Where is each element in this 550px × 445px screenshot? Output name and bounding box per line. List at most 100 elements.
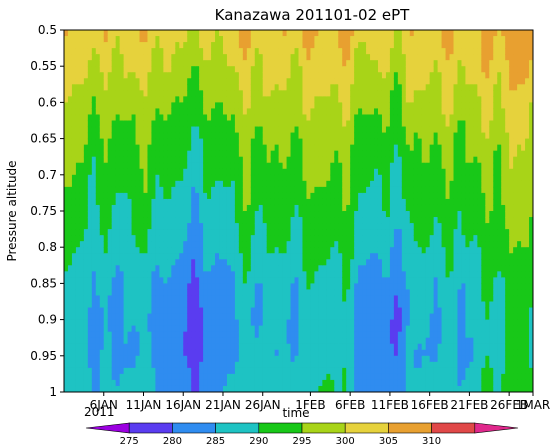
field-cell [381, 337, 387, 345]
field-cell [159, 277, 164, 284]
field-cell [195, 198, 200, 206]
field-cell [219, 373, 224, 381]
field-cell [139, 204, 145, 212]
field-cell [250, 186, 256, 194]
field-cell [203, 72, 208, 79]
field-cell [127, 102, 133, 110]
field-cell [278, 379, 284, 387]
field-cell [119, 277, 125, 284]
field-cell [377, 72, 383, 79]
field-cell [135, 301, 141, 309]
field-cell [290, 78, 296, 85]
field-cell [306, 42, 312, 49]
field-cell [222, 66, 228, 73]
field-cell [286, 331, 292, 339]
field-cell [115, 355, 121, 363]
field-cell [215, 229, 220, 236]
field-cell [183, 289, 188, 297]
field-cell [377, 204, 383, 212]
field-cell [314, 349, 319, 357]
field-cell [350, 198, 355, 206]
field-cell [338, 373, 343, 381]
field-cell [91, 379, 97, 387]
field-cell [219, 349, 224, 357]
field-cell [111, 150, 117, 158]
field-cell [211, 72, 216, 79]
field-cell [179, 265, 184, 272]
field-cell [250, 367, 256, 375]
field-cell [258, 247, 264, 254]
field-cell [151, 325, 157, 333]
field-cell [143, 385, 149, 392]
field-cell [266, 72, 272, 79]
field-cell [346, 313, 351, 321]
field-cell [135, 186, 141, 194]
field-cell [79, 349, 85, 357]
field-cell [306, 198, 312, 206]
field-cell [393, 102, 399, 110]
field-cell [111, 265, 117, 272]
field-cell [67, 247, 73, 254]
field-cell [290, 307, 296, 315]
field-cell [266, 162, 272, 170]
field-cell [266, 102, 272, 110]
field-cell [163, 217, 168, 224]
field-cell [79, 355, 85, 363]
field-cell [242, 96, 248, 103]
field-cell [64, 114, 69, 122]
field-cell [219, 60, 224, 67]
field-cell [318, 337, 323, 345]
field-cell [99, 60, 105, 67]
field-cell [358, 319, 363, 327]
field-cell [175, 385, 180, 392]
field-cell [175, 96, 180, 103]
field-cell [135, 198, 141, 206]
field-cell [183, 337, 188, 345]
field-cell [270, 295, 276, 303]
field-cell [306, 259, 312, 266]
field-cell [278, 90, 284, 97]
field-cell [306, 144, 312, 152]
field-cell [147, 235, 153, 242]
field-cell [191, 204, 196, 212]
field-cell [175, 295, 180, 303]
field-cell [266, 66, 272, 73]
field-cell [262, 331, 268, 339]
field-cell [79, 90, 85, 97]
field-cell [385, 307, 391, 315]
field-cell [377, 385, 383, 392]
field-cell [127, 54, 133, 61]
field-cell [298, 259, 304, 266]
field-cell [135, 120, 141, 128]
field-cell [230, 373, 236, 381]
field-cell [230, 211, 236, 218]
field-cell [342, 162, 347, 170]
field-cell [95, 30, 101, 37]
field-cell [282, 66, 288, 73]
field-cell [71, 355, 77, 363]
field-cell [362, 295, 367, 303]
field-cell [374, 259, 379, 266]
field-cell [318, 259, 323, 266]
field-cell [234, 247, 240, 254]
field-cell [167, 343, 172, 351]
field-cell [385, 180, 391, 188]
field-cell [155, 373, 160, 381]
field-cell [64, 150, 69, 158]
field-cell [207, 42, 212, 49]
field-cell [362, 60, 367, 67]
field-cell [282, 283, 288, 291]
field-cell [302, 36, 308, 43]
field-cell [322, 48, 327, 55]
field-cell [207, 307, 212, 315]
field-cell [242, 349, 248, 357]
field-cell [362, 138, 367, 146]
field-cell [389, 343, 395, 351]
field-cell [143, 349, 149, 357]
field-cell [358, 331, 363, 339]
field-cell [87, 319, 93, 327]
field-cell [199, 72, 204, 79]
field-cell [75, 259, 81, 266]
field-cell [207, 138, 212, 146]
field-cell [195, 90, 200, 97]
